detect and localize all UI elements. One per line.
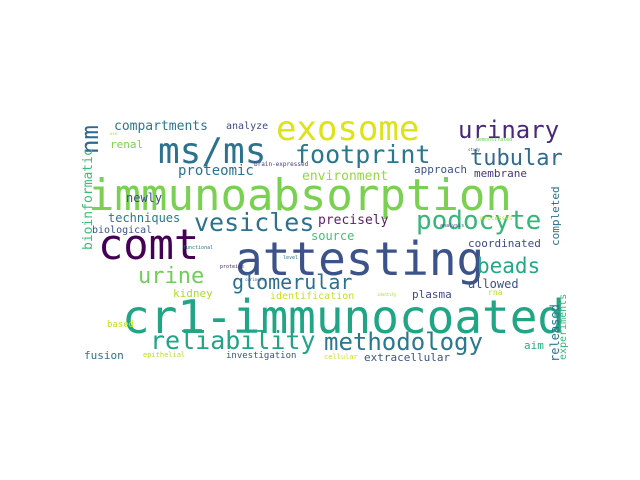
word-renal: renal: [110, 138, 144, 151]
word-aim: aim: [524, 339, 544, 352]
word-experiments: experiments: [558, 293, 569, 360]
word-reliability: reliability: [150, 326, 316, 355]
word-investigation: investigation: [226, 351, 297, 361]
word-processes: processes: [480, 215, 513, 222]
word-compartments: compartments: [114, 119, 208, 134]
word-podocyte: podocyte: [416, 206, 542, 236]
word-demonstrated: demonstrated: [476, 137, 513, 143]
word-techniques: techniques: [108, 211, 181, 225]
word-level: level: [283, 255, 299, 261]
word-identification: identification: [270, 291, 355, 302]
word-glomerular: glomerular: [232, 270, 353, 294]
word-tubular: tubular: [470, 146, 563, 171]
word-source: source: [311, 229, 355, 243]
word-comt: comt: [98, 220, 200, 269]
word-plasma: plasma: [412, 288, 452, 301]
word-biological: biological: [92, 225, 153, 236]
word-curiosity: curiosity: [245, 277, 267, 282]
word-attesting: attesting: [235, 232, 485, 286]
word-approach: approach: [414, 163, 467, 176]
word-cr1-immunocoated: cr1-immunocoated: [122, 290, 566, 344]
word-fusion: fusion: [84, 349, 124, 362]
word-based: based: [107, 320, 135, 330]
word-proteins: proteins: [220, 264, 245, 270]
word-membrane: membrane: [474, 167, 527, 180]
word-immunoabsorption: immunoabsorption: [88, 170, 512, 221]
word-cloud: immunoabsorption attesting cr1-immunocoate…: [76, 109, 570, 367]
word-completed: completed: [549, 186, 562, 246]
word-rna: rna: [488, 288, 503, 297]
word-use: use: [110, 131, 118, 136]
word-precisely: precisely: [318, 213, 389, 228]
word-allowed: allowed: [468, 277, 519, 291]
word-extracellular: extracellular: [364, 351, 451, 364]
word-study: study: [468, 147, 481, 152]
word-brain-expressed: brain-expressed: [254, 161, 309, 168]
word-proteomic: proteomic: [178, 163, 254, 179]
word-footprint: footprint: [295, 140, 431, 169]
word-ms-ms: ms/ms: [158, 131, 267, 172]
word-beads: beads: [477, 254, 541, 278]
word-environment: environment: [302, 169, 389, 184]
word-coordinated: coordinated: [468, 237, 541, 250]
word-urinary: urinary: [458, 116, 560, 144]
word-analysis: analysis: [440, 223, 465, 229]
word-identify: identify: [377, 292, 397, 297]
word-vesicles: vesicles: [194, 208, 315, 237]
word-exosome: exosome: [276, 109, 420, 149]
word-newly: newly: [126, 191, 163, 205]
word-kidney: kidney: [173, 287, 213, 300]
word-cellular: cellular: [324, 353, 358, 361]
word-methodology: methodology: [324, 328, 483, 356]
word-epithelial: epithelial: [143, 351, 186, 359]
word-analyze: analyze: [226, 121, 269, 132]
word-functional: functional: [183, 245, 214, 251]
word-urine: urine: [138, 264, 205, 289]
